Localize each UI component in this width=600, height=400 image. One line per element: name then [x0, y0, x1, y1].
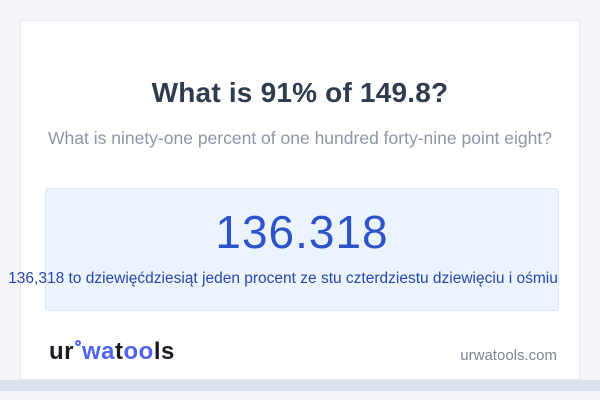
logo-text-wa: wa: [82, 338, 116, 365]
answer-value: 136.318: [215, 206, 389, 258]
footer: ur wa t oo ls urwatools.com: [49, 338, 557, 366]
logo-text-t: t: [115, 338, 124, 365]
logo-text-ls: ls: [153, 338, 175, 365]
answer-box: 136.318 136,318 to dziewięćdziesiąt jede…: [8, 188, 559, 311]
answer-sentence-polish: 136,318 to dziewięćdziesiąt jeden procen…: [8, 270, 558, 287]
degree-circle-icon: [75, 340, 81, 346]
logo-text-ur: ur: [49, 338, 74, 365]
horizontal-scrollbar-track[interactable]: [0, 380, 600, 391]
result-card: What is 91% of 149.8? What is ninety-one…: [8, 20, 580, 380]
question-title: What is 91% of 149.8?: [151, 77, 449, 108]
urwatools-logo[interactable]: ur wa t oo ls: [49, 338, 175, 366]
site-domain: urwatools.com: [460, 347, 557, 364]
logo-text-oo: oo: [123, 338, 154, 365]
question-subtitle: What is ninety-one percent of one hundre…: [48, 128, 552, 148]
